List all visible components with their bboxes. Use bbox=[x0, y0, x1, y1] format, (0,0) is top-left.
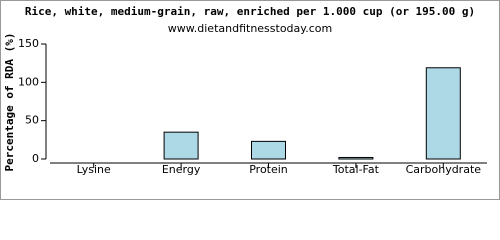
bar bbox=[425, 67, 461, 160]
chart-title: Rice, white, medium-grain, raw, enriched… bbox=[25, 5, 475, 18]
y-tick-label: 150 bbox=[18, 37, 39, 50]
bar bbox=[163, 131, 199, 160]
chart: Rice, white, medium-grain, raw, enriched… bbox=[0, 0, 500, 200]
y-tick-label: 50 bbox=[25, 114, 39, 127]
y-axis-label: Percentage of RDA (%) bbox=[3, 32, 16, 171]
chart-subtitle: www.dietandfitnesstoday.com bbox=[168, 22, 332, 35]
y-tick-label: 0 bbox=[32, 152, 39, 165]
bar bbox=[251, 140, 286, 160]
x-tick-label: Lysine bbox=[77, 163, 111, 176]
frame bbox=[0, 0, 500, 200]
y-tick-label: 100 bbox=[18, 75, 39, 88]
x-tick-label: Carbohydrate bbox=[406, 163, 482, 176]
x-tick-label: Protein bbox=[249, 163, 288, 176]
bar bbox=[338, 156, 374, 160]
x-tick-label: Energy bbox=[162, 163, 201, 176]
x-tick-label: Total-Fat bbox=[332, 163, 380, 176]
